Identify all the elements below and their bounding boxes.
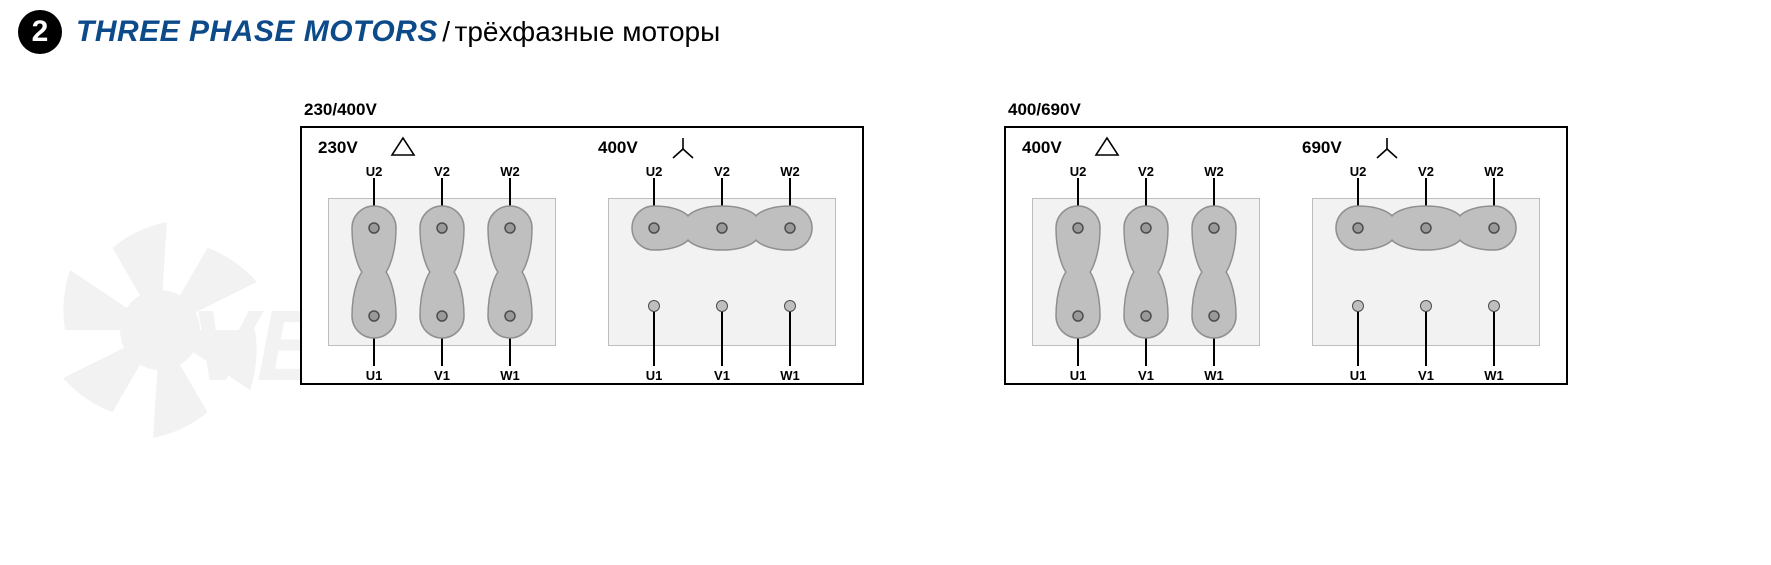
wire xyxy=(1213,316,1215,366)
voltage-label: 230V xyxy=(318,138,358,158)
terminal-label-top: U2 xyxy=(1350,164,1367,179)
delta-icon xyxy=(1094,136,1120,158)
star-symbol xyxy=(1374,136,1400,165)
wire xyxy=(509,178,511,228)
terminal-post xyxy=(1352,300,1364,312)
terminal-label-top: V2 xyxy=(714,164,730,179)
group-label: 400/690V xyxy=(1008,100,1568,120)
terminal-label-top: W2 xyxy=(500,164,520,179)
section-badge: 2 xyxy=(18,10,62,54)
title-en: THREE PHASE MOTORS xyxy=(76,15,438,48)
voltage-label: 400V xyxy=(1022,138,1062,158)
star-symbol xyxy=(670,136,696,165)
wire xyxy=(1493,178,1495,228)
terminal-label-top: W2 xyxy=(1204,164,1224,179)
wire xyxy=(721,306,723,366)
wire xyxy=(373,178,375,228)
wire xyxy=(1077,316,1079,366)
wire xyxy=(1357,306,1359,366)
wire xyxy=(1425,178,1427,228)
header: 2 THREE PHASE MOTORS / трёхфазные моторы xyxy=(0,0,1771,54)
wire xyxy=(1077,178,1079,228)
wire xyxy=(509,316,511,366)
diagram-star: 690V U2 U1 V2 V1 W2 W1 xyxy=(1286,128,1566,383)
terminal-label-bottom: W1 xyxy=(500,368,520,383)
terminal-label-bottom: W1 xyxy=(1484,368,1504,383)
group-label: 230/400V xyxy=(304,100,864,120)
terminal-label-bottom: U1 xyxy=(366,368,383,383)
terminal-post xyxy=(1488,300,1500,312)
diagram-star: 400V U2 U1 V2 V1 W2 W1 xyxy=(582,128,862,383)
terminal-label-bottom: V1 xyxy=(1138,368,1154,383)
delta-symbol xyxy=(1094,136,1120,163)
diagram-delta: 400V U2 U1 V2 V1 W2 W1 xyxy=(1006,128,1286,383)
voltage-label: 690V xyxy=(1302,138,1342,158)
terminal-post xyxy=(784,300,796,312)
terminal-label-bottom: V1 xyxy=(1418,368,1434,383)
terminal-label-top: V2 xyxy=(1138,164,1154,179)
terminal-label-bottom: V1 xyxy=(714,368,730,383)
wire xyxy=(653,306,655,366)
voltage-group: 400/690V 400V U2 U1 V2 V1 W2 W1 690V U2 U1 V2 V1 W2 W1 xyxy=(1004,100,1568,385)
wire xyxy=(441,316,443,366)
terminal-label-top: W2 xyxy=(1484,164,1504,179)
star-icon xyxy=(670,136,696,160)
terminal-label-top: V2 xyxy=(1418,164,1434,179)
title: THREE PHASE MOTORS / трёхфазные моторы xyxy=(76,15,720,49)
diagram-delta: 230V U2 U1 V2 V1 W2 W1 xyxy=(302,128,582,383)
voltage-group: 230/400V 230V U2 U1 V2 V1 W2 W1 400V U2 U1 V2 V1 W2 W1 xyxy=(300,100,864,385)
wire xyxy=(789,178,791,228)
terminal-post xyxy=(1420,300,1432,312)
terminal-label-bottom: V1 xyxy=(434,368,450,383)
wire xyxy=(1145,316,1147,366)
title-sep: / xyxy=(442,16,450,47)
delta-symbol xyxy=(390,136,416,163)
group-box: 400V U2 U1 V2 V1 W2 W1 690V U2 U1 V2 V1 W2 W1 xyxy=(1004,126,1568,385)
terminal-label-top: U2 xyxy=(1070,164,1087,179)
delta-icon xyxy=(390,136,416,158)
terminal-label-top: V2 xyxy=(434,164,450,179)
terminal-label-bottom: U1 xyxy=(1350,368,1367,383)
diagram-groups: 230/400V 230V U2 U1 V2 V1 W2 W1 400V U2 U1 V2 V1 W2 W1… xyxy=(0,100,1771,385)
wire xyxy=(653,178,655,228)
wire xyxy=(1493,306,1495,366)
title-ru: трёхфазные моторы xyxy=(455,16,721,47)
star-icon xyxy=(1374,136,1400,160)
group-box: 230V U2 U1 V2 V1 W2 W1 400V U2 U1 V2 V1 W2 W1 xyxy=(300,126,864,385)
wire xyxy=(721,178,723,228)
terminal-post xyxy=(716,300,728,312)
wire xyxy=(1425,306,1427,366)
terminal-label-top: U2 xyxy=(646,164,663,179)
wire xyxy=(441,178,443,228)
terminal-label-top: U2 xyxy=(366,164,383,179)
terminal-label-bottom: U1 xyxy=(1070,368,1087,383)
voltage-label: 400V xyxy=(598,138,638,158)
terminal-label-bottom: W1 xyxy=(1204,368,1224,383)
wire xyxy=(373,316,375,366)
wire xyxy=(1357,178,1359,228)
terminal-post xyxy=(648,300,660,312)
terminal-label-bottom: U1 xyxy=(646,368,663,383)
wire xyxy=(1145,178,1147,228)
wire xyxy=(789,306,791,366)
terminal-label-bottom: W1 xyxy=(780,368,800,383)
wire xyxy=(1213,178,1215,228)
terminal-label-top: W2 xyxy=(780,164,800,179)
